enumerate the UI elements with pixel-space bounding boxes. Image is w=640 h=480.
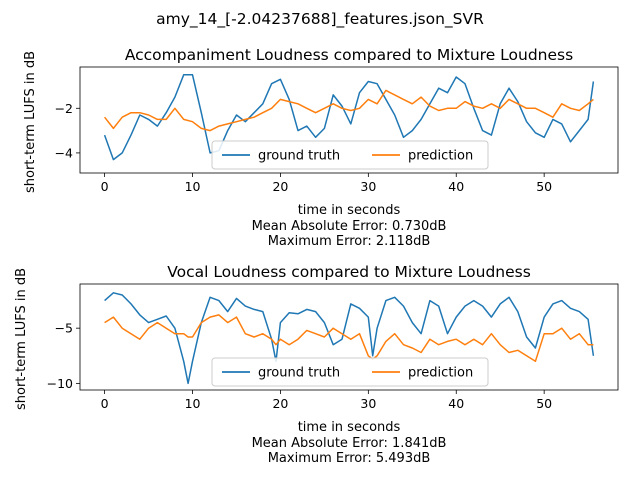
legend: ground truth prediction	[211, 140, 489, 170]
stats-mae: Mean Absolute Error: 1.841dB	[252, 436, 447, 451]
legend: ground truth prediction	[211, 357, 489, 387]
x-axis-label: time in seconds	[298, 203, 401, 218]
legend-label: ground truth	[258, 366, 340, 381]
x-tick-label: 10	[185, 396, 201, 411]
y-tick-label: −5	[55, 321, 73, 336]
plot-frame	[79, 66, 619, 174]
legend-box	[211, 357, 489, 387]
series-line-ground-truth	[104, 292, 595, 385]
y-tick-label: −4	[55, 145, 73, 160]
x-tick-label: 30	[360, 179, 376, 194]
series-line-ground-truth	[103, 74, 595, 161]
x-tick-label: 0	[101, 396, 109, 411]
series-line-prediction	[104, 89, 594, 132]
x-tick-label: 40	[448, 179, 464, 194]
plot-frame	[79, 283, 619, 391]
y-axis-label: short-term LUFS in dB	[14, 268, 29, 410]
legend-label: prediction	[408, 366, 473, 381]
y-axis-label: short-term LUFS in dB	[23, 51, 38, 193]
x-tick-label: 20	[272, 396, 288, 411]
x-tick-label: 50	[536, 396, 552, 411]
legend-label: ground truth	[258, 149, 340, 164]
series-line-prediction	[104, 314, 594, 363]
accompaniment-panel: Accompaniment Loudness compared to Mixtu…	[23, 46, 619, 249]
x-tick-label: 50	[536, 179, 552, 194]
x-tick-label: 20	[272, 179, 288, 194]
stats-max-error: Maximum Error: 2.118dB	[268, 234, 431, 249]
chart-title: Accompaniment Loudness compared to Mixtu…	[125, 46, 573, 64]
legend-label: prediction	[408, 149, 473, 164]
stats-mae: Mean Absolute Error: 0.730dB	[252, 219, 447, 234]
legend-box	[211, 140, 489, 170]
x-tick-label: 10	[185, 179, 201, 194]
x-axis-label: time in seconds	[298, 420, 401, 435]
y-tick-label: −10	[47, 376, 73, 391]
figure-suptitle: amy_14_[-2.04237688]_features.json_SVR	[156, 10, 484, 29]
vocal-panel: Vocal Loudness compared to Mixture Loudn…	[14, 263, 619, 466]
stats-max-error: Maximum Error: 5.493dB	[268, 451, 431, 466]
x-tick-label: 40	[448, 396, 464, 411]
x-tick-label: 30	[360, 396, 376, 411]
chart-title: Vocal Loudness compared to Mixture Loudn…	[167, 263, 531, 281]
y-tick-label: −2	[55, 101, 73, 116]
x-tick-label: 0	[101, 179, 109, 194]
